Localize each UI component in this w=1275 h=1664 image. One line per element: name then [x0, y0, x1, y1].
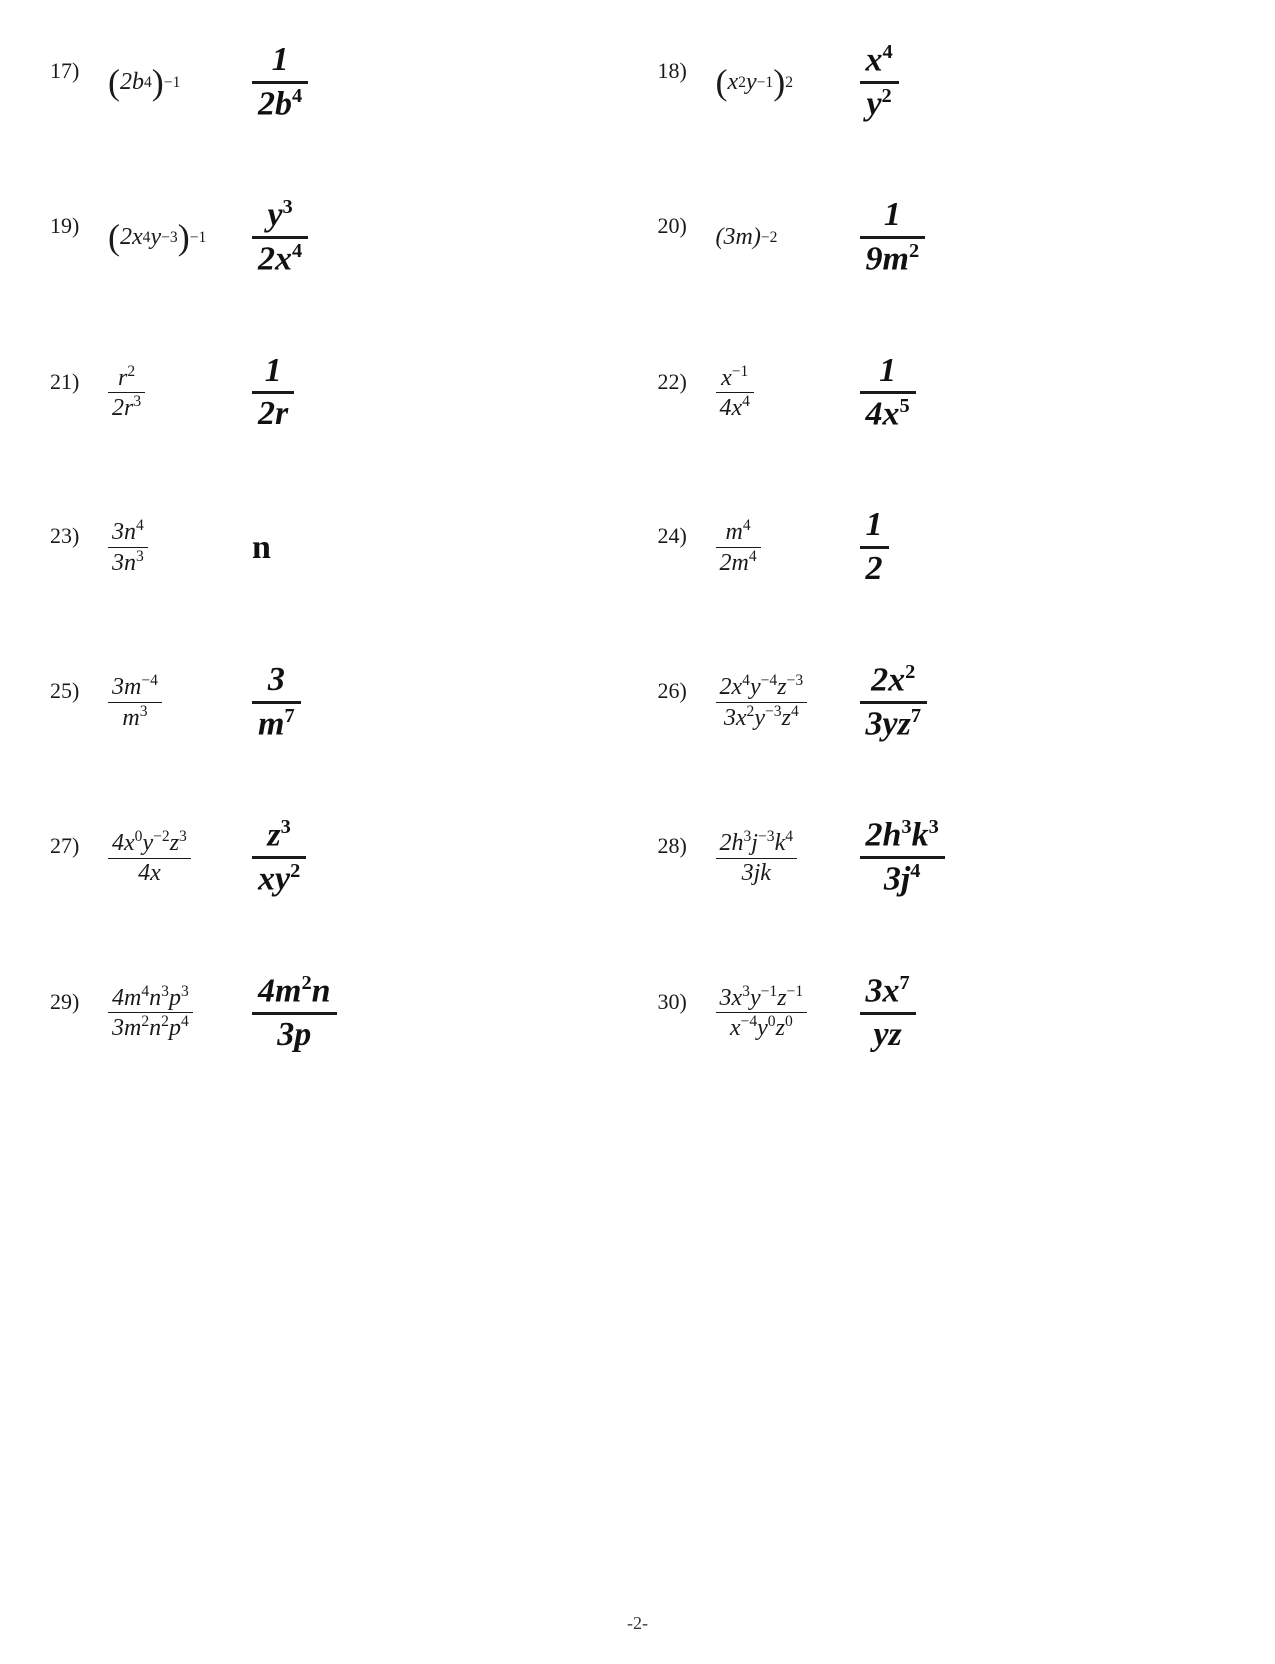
problem-expression: (2b4)−1: [108, 68, 228, 97]
problem-number: 29): [50, 989, 84, 1015]
problem-number: 22): [658, 369, 692, 395]
problem: 17) (2b4)−1 12b4: [50, 40, 618, 125]
handwritten-answer: 2x23yz7: [860, 660, 928, 745]
handwritten-answer: 12r: [252, 351, 294, 436]
problem-number: 18): [658, 58, 692, 84]
problem-number: 17): [50, 58, 84, 84]
handwritten-answer: 12b4: [252, 40, 308, 125]
problem-expression: 3x3y−1z−1x−4y0z0: [716, 983, 836, 1044]
problem-number: 19): [50, 213, 84, 239]
problem-number: 24): [658, 523, 692, 549]
problem-expression: 2h3j−3k43jk: [716, 828, 836, 888]
problem-number: 23): [50, 523, 84, 549]
problem: 25) 3m−4m3 3m7: [50, 660, 618, 745]
handwritten-answer: y32x4: [252, 195, 308, 280]
handwritten-answer: n: [252, 529, 271, 567]
problem: 30) 3x3y−1z−1x−4y0z0 3x7yz: [658, 971, 1226, 1056]
problem: 26) 2x4y−4z−33x2y−3z4 2x23yz7: [658, 660, 1226, 745]
problem: 27) 4x0y−2z34x z3xy2: [50, 815, 618, 900]
problem-number: 30): [658, 989, 692, 1015]
problem-number: 20): [658, 213, 692, 239]
handwritten-answer: 12: [860, 505, 889, 590]
problem-number: 28): [658, 833, 692, 859]
problem-expression: 4m4n3p33m2n2p4: [108, 983, 228, 1044]
problem-expression: r22r3: [108, 363, 228, 424]
problem-expression: (3m)−2: [716, 224, 836, 251]
problem-number: 27): [50, 833, 84, 859]
handwritten-answer: x4y2: [860, 40, 899, 125]
problem-expression: 4x0y−2z34x: [108, 828, 228, 888]
handwritten-answer: 14x5: [860, 351, 916, 436]
problem-expression: (2x4y−3)−1: [108, 223, 228, 252]
handwritten-answer: 3m7: [252, 660, 301, 745]
problem-expression: x−14x4: [716, 363, 836, 424]
problem: 21) r22r3 12r: [50, 351, 618, 436]
problem: 22) x−14x4 14x5: [658, 351, 1226, 436]
problem: 24) m42m4 12: [658, 505, 1226, 590]
problem-expression: 3n43n3: [108, 517, 228, 578]
problem: 28) 2h3j−3k43jk 2h3k33j4: [658, 815, 1226, 900]
problem-expression: (x2y−1)2: [716, 68, 836, 97]
problem: 20) (3m)−2 19m2: [658, 195, 1226, 280]
problem-expression: m42m4: [716, 517, 836, 578]
handwritten-answer: 19m2: [860, 195, 926, 280]
problem-expression: 3m−4m3: [108, 672, 228, 733]
problem: 29) 4m4n3p33m2n2p4 4m2n3p: [50, 971, 618, 1056]
problem-number: 21): [50, 369, 84, 395]
problem: 19) (2x4y−3)−1 y32x4: [50, 195, 618, 280]
problem: 23) 3n43n3 n: [50, 505, 618, 590]
handwritten-answer: 4m2n3p: [252, 971, 337, 1056]
problem-number: 26): [658, 678, 692, 704]
handwritten-answer: 3x7yz: [860, 971, 916, 1056]
problem-expression: 2x4y−4z−33x2y−3z4: [716, 672, 836, 733]
page-number: -2-: [0, 1613, 1275, 1634]
problem: 18) (x2y−1)2 x4y2: [658, 40, 1226, 125]
handwritten-answer: 2h3k33j4: [860, 815, 945, 900]
problem-number: 25): [50, 678, 84, 704]
worksheet-grid: 17) (2b4)−1 12b4 18) (x2y−1)2 x4y2 19) (2x4y−3)…: [50, 40, 1225, 1055]
handwritten-answer: z3xy2: [252, 815, 306, 900]
